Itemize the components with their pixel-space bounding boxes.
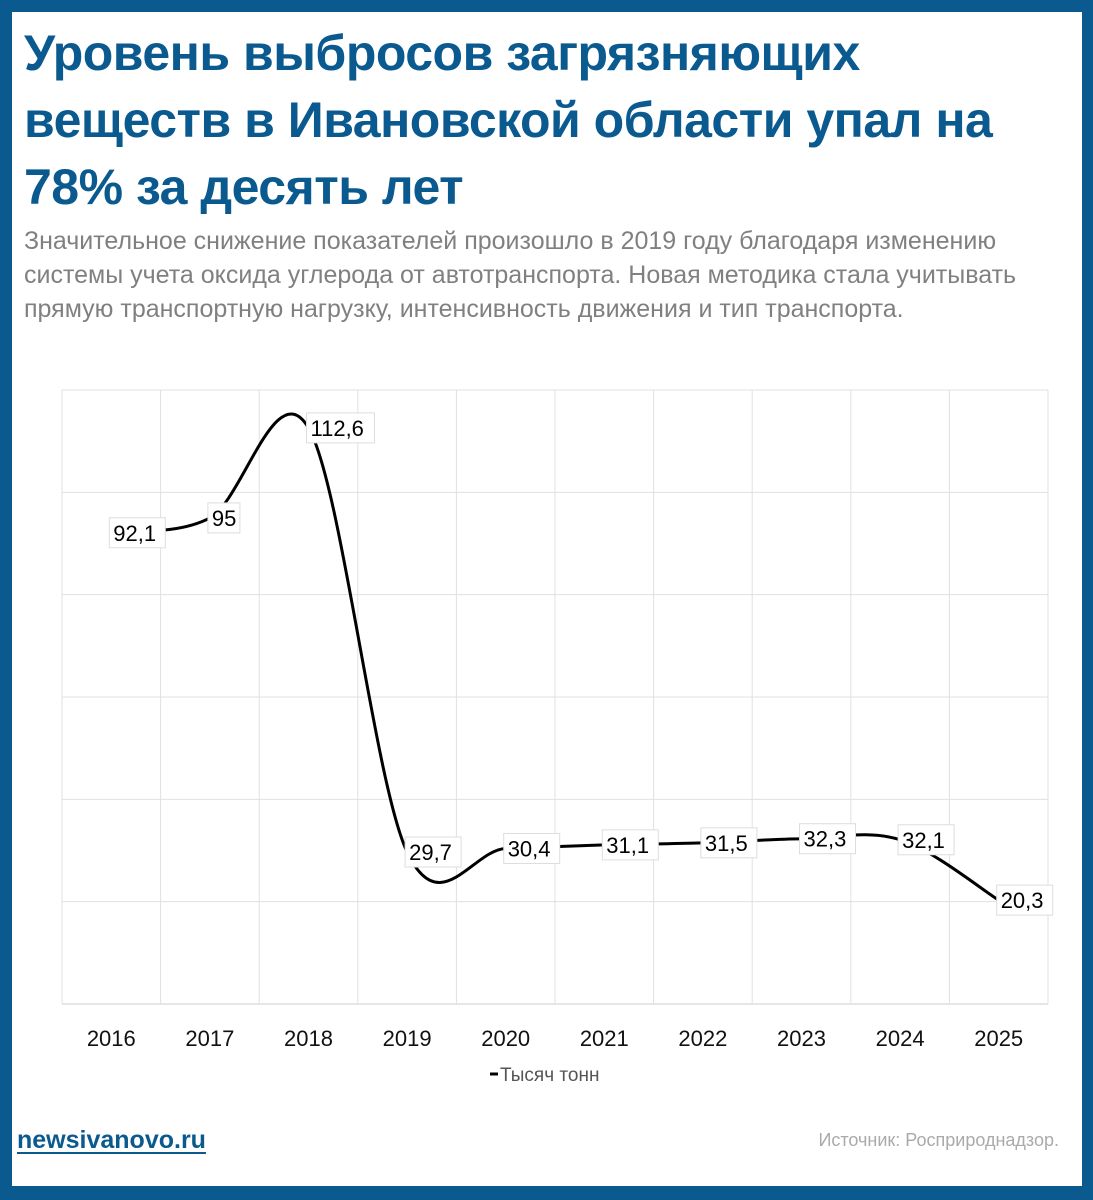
data-label-box [897, 824, 955, 856]
data-label: 31,1 [606, 833, 649, 858]
x-tick-label: 2021 [580, 1026, 629, 1051]
x-tick-label: 2019 [383, 1026, 432, 1051]
data-label-box [799, 823, 856, 855]
data-label: 112,6 [311, 416, 364, 441]
data-label: 92,1 [113, 521, 156, 546]
legend-label: Тысяч тонн [500, 1065, 599, 1086]
data-label: 95 [212, 506, 236, 531]
data-label-box [404, 836, 462, 868]
data-label: 32,1 [902, 828, 945, 853]
x-tick-label: 2016 [87, 1026, 136, 1051]
x-tick-label: 2024 [876, 1026, 925, 1051]
x-tick-label: 2023 [777, 1026, 826, 1051]
source-note: Источник: Росприроднадзор. [818, 1130, 1059, 1150]
site-link[interactable]: newsivanovo.ru [17, 1126, 206, 1154]
x-tick-label: 2017 [185, 1026, 234, 1051]
data-label-box [207, 502, 241, 534]
card [12, 12, 1082, 1186]
data-label: 30,4 [508, 836, 551, 861]
data-label: 31,5 [705, 831, 748, 856]
data-label-box [503, 832, 561, 864]
x-tick-label: 2020 [481, 1026, 530, 1051]
x-tick-label: 2018 [284, 1026, 333, 1051]
data-label: 20,3 [1001, 888, 1044, 913]
data-label-box [601, 829, 659, 861]
page-title: Уровень выбросов загрязняющих веществ в … [24, 25, 993, 215]
line-chart: 2016 2017 2018 2019 2020 2021 2022 2023 2024 2025… [61, 389, 1054, 1086]
x-tick-label: 2025 [974, 1026, 1023, 1051]
data-label-box [996, 884, 1054, 916]
data-label-box [306, 412, 375, 444]
data-label-box [700, 827, 758, 859]
subtitle: Значительное снижение показателей произо… [24, 227, 1017, 323]
x-tick-label: 2022 [678, 1026, 727, 1051]
data-label: 29,7 [409, 840, 452, 865]
data-label: 32,3 [804, 827, 847, 852]
data-label-box [108, 517, 166, 549]
